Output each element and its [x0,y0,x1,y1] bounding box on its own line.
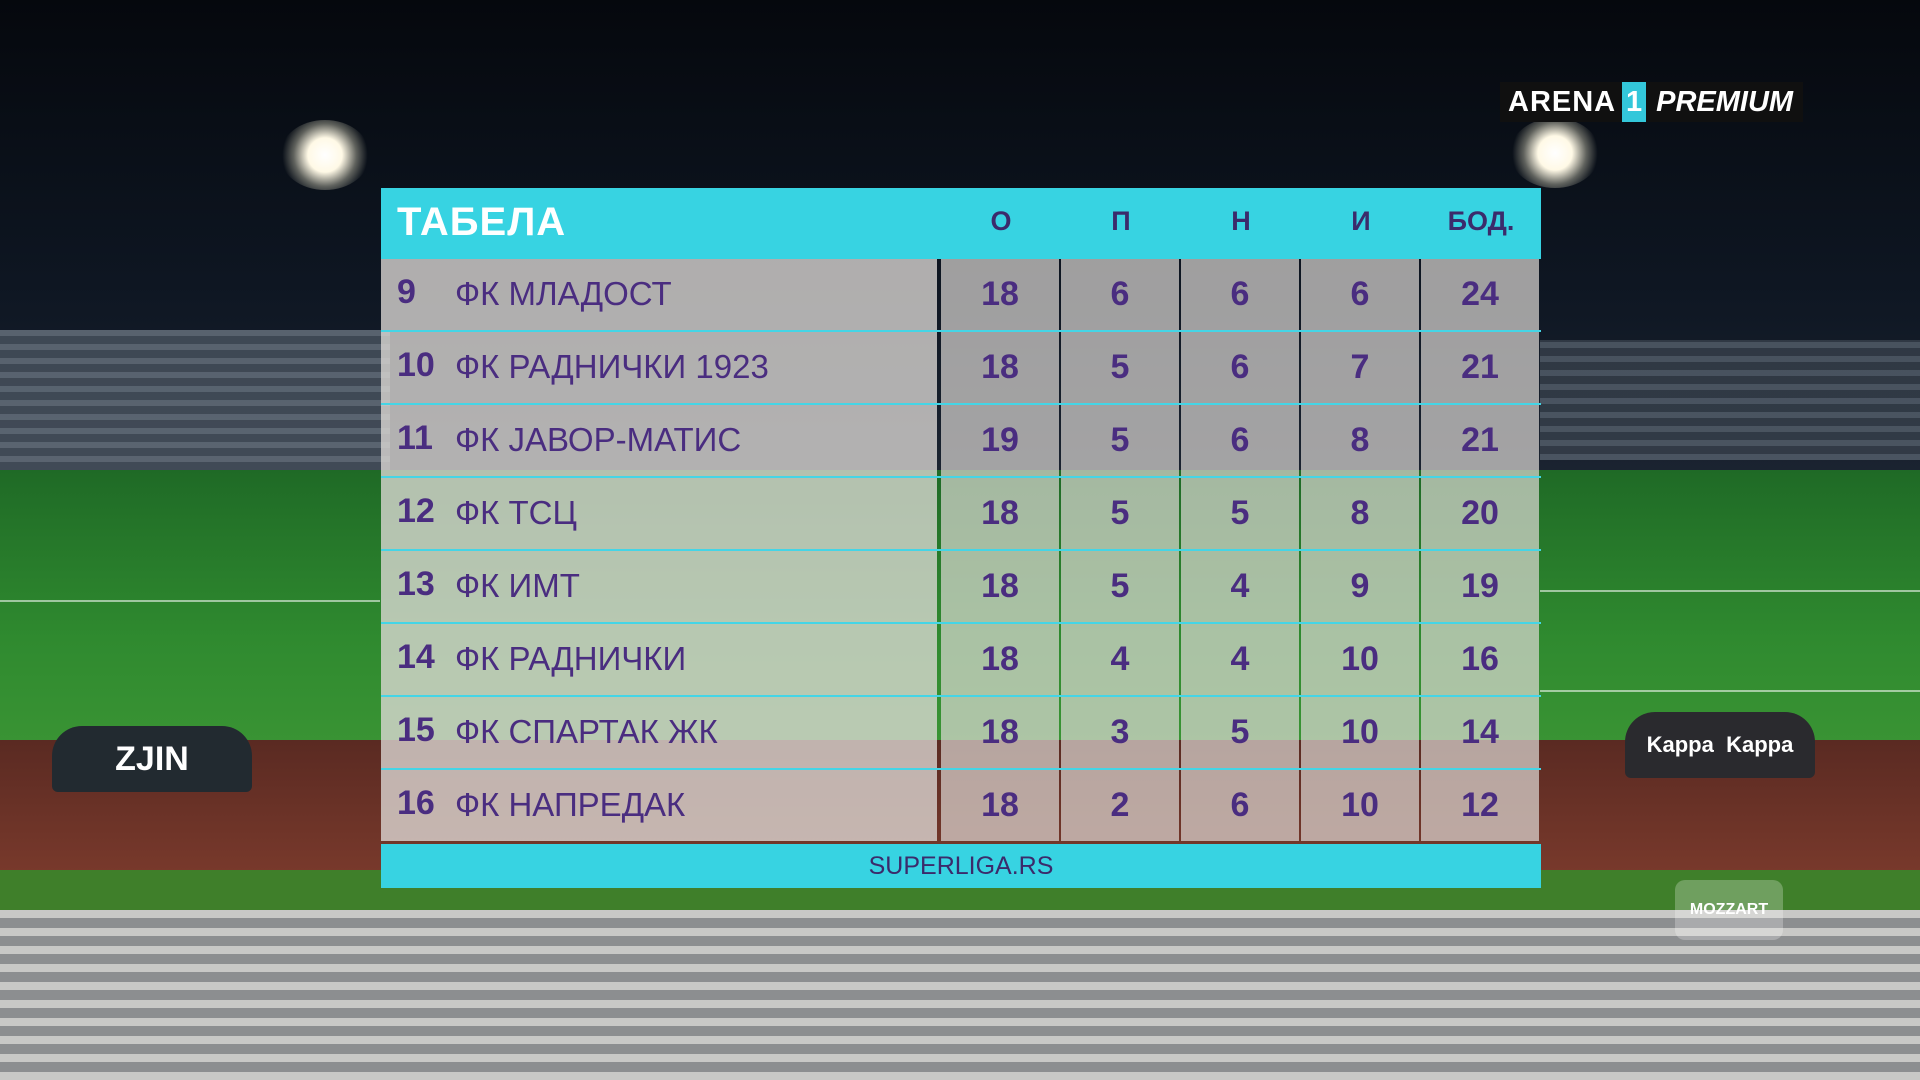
cell-losses: 6 [1301,259,1419,330]
table-body: 9 ФК МЛАДОСТ 18 6 6 6 24 10 ФК РАДНИЧКИ … [381,259,1541,844]
channel-logo: ARENA 1 PREMIUM [1500,82,1804,122]
column-header-points: БОД. [1447,206,1515,236]
ad-board-zjin: ZJIN [52,726,252,792]
table-footer: SUPERLIGA.RS [381,844,1541,888]
column-header-losses: И [1351,206,1371,236]
cell-losses: 7 [1301,332,1419,403]
column-header-draws: Н [1231,206,1251,236]
stands-left [0,330,390,490]
row-divider [381,330,1541,332]
row-team: ФК НАПРЕДАК [455,786,686,823]
row-position: 9 [397,273,416,311]
standings-table: ТАБЕЛА О П Н И БОД. 9 ФК МЛАДОСТ 18 6 6 … [381,188,1541,888]
cell-points: 21 [1421,332,1539,403]
row-position: 14 [397,638,435,676]
cell-played: 18 [941,332,1059,403]
cell-points: 20 [1421,478,1539,549]
cell-draws: 4 [1181,624,1299,695]
cell-wins: 3 [1061,697,1179,768]
cell-draws: 6 [1181,770,1299,841]
row-team: ФК СПАРТАК ЖК [455,713,718,750]
cell-points: 16 [1421,624,1539,695]
cell-losses: 9 [1301,551,1419,622]
cell-losses: 8 [1301,405,1419,476]
row-position: 16 [397,784,435,822]
ad-board-kappa: Kappa Kappa [1625,712,1815,778]
cell-wins: 4 [1061,624,1179,695]
cell-played: 18 [941,259,1059,330]
column-header-wins: П [1111,206,1131,236]
row-divider [381,695,1541,697]
channel-brand: ARENA [1500,82,1623,122]
stands-right [1540,340,1920,460]
cell-draws: 6 [1181,332,1299,403]
cell-points: 21 [1421,405,1539,476]
cell-wins: 6 [1061,259,1179,330]
cell-played: 18 [941,478,1059,549]
channel-number: 1 [1622,82,1647,122]
table-row: 14 ФК РАДНИЧКИ 18 4 4 10 16 [381,624,1541,697]
row-position: 13 [397,565,435,603]
row-position: 10 [397,346,435,384]
row-divider [381,622,1541,624]
table-row: 10 ФК РАДНИЧКИ 1923 18 5 6 7 21 [381,332,1541,405]
table-title: ТАБЕЛА [397,200,567,244]
row-team: ФК РАДНИЧКИ 1923 [455,348,769,385]
cell-played: 18 [941,551,1059,622]
cell-draws: 6 [1181,259,1299,330]
row-team: ФК ИМТ [455,567,580,604]
cell-played: 18 [941,697,1059,768]
cell-losses: 10 [1301,624,1419,695]
table-row: 9 ФК МЛАДОСТ 18 6 6 6 24 [381,259,1541,332]
floodlight-right [1510,118,1600,188]
cell-draws: 6 [1181,405,1299,476]
row-team: ФК РАДНИЧКИ [455,640,687,677]
table-row: 16 ФК НАПРЕДАК 18 2 6 10 12 [381,770,1541,843]
cell-losses: 10 [1301,697,1419,768]
cell-wins: 5 [1061,551,1179,622]
cell-wins: 5 [1061,478,1179,549]
cell-losses: 10 [1301,770,1419,841]
cell-wins: 5 [1061,332,1179,403]
league-website: SUPERLIGA.RS [868,851,1054,880]
cell-wins: 5 [1061,405,1179,476]
cell-played: 18 [941,624,1059,695]
floodlight-left [280,120,370,190]
cell-wins: 2 [1061,770,1179,841]
table-header: ТАБЕЛА О П Н И БОД. [381,188,1541,259]
table-row: 11 ФК ЈАВОР-МАТИС 19 5 6 8 21 [381,405,1541,478]
table-row: 13 ФК ИМТ 18 5 4 9 19 [381,551,1541,624]
cell-points: 19 [1421,551,1539,622]
row-position: 15 [397,711,435,749]
watermark-mozzart: MOZZART [1675,880,1783,940]
row-divider [381,768,1541,770]
lower-stands [0,910,1920,1080]
cell-draws: 5 [1181,478,1299,549]
channel-tier: PREMIUM [1646,82,1804,122]
row-team: ФК ТСЦ [455,494,577,531]
column-header-played: О [990,206,1012,236]
cell-points: 12 [1421,770,1539,841]
row-divider [381,549,1541,551]
cell-played: 18 [941,770,1059,841]
cell-points: 24 [1421,259,1539,330]
cell-played: 19 [941,405,1059,476]
cell-draws: 5 [1181,697,1299,768]
table-row: 15 ФК СПАРТАК ЖК 18 3 5 10 14 [381,697,1541,770]
pitch-line [1540,590,1920,592]
row-divider [381,403,1541,405]
row-divider [381,476,1541,478]
row-position: 12 [397,492,435,530]
table-row: 12 ФК ТСЦ 18 5 5 8 20 [381,478,1541,551]
cell-losses: 8 [1301,478,1419,549]
row-team: ФК МЛАДОСТ [455,275,672,312]
pitch-line [1540,690,1920,692]
pitch-line [0,600,380,602]
row-position: 11 [397,419,433,457]
cell-points: 14 [1421,697,1539,768]
cell-draws: 4 [1181,551,1299,622]
row-team: ФК ЈАВОР-МАТИС [455,421,742,458]
